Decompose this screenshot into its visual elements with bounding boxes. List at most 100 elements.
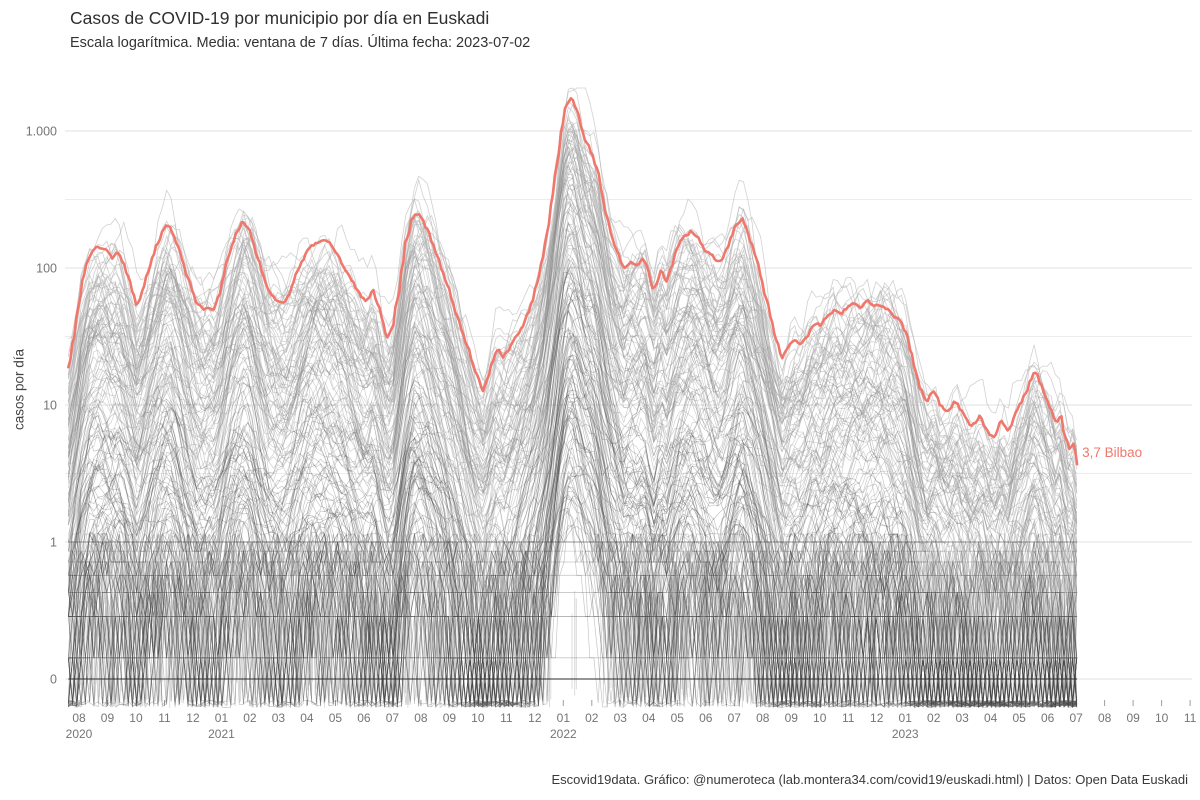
municipality-line — [67, 253, 1078, 705]
municipality-line — [67, 459, 1078, 708]
municipality-line — [67, 326, 1078, 709]
x-tick-label: 02 — [927, 711, 941, 725]
x-tick-label: 09 — [785, 711, 799, 725]
municipality-line — [67, 368, 1077, 707]
municipality-line — [68, 204, 1078, 543]
x-tick-label: 10 — [813, 711, 827, 725]
municipality-line — [68, 395, 1078, 708]
municipality-line — [67, 155, 1078, 531]
municipality-line — [68, 495, 1078, 709]
municipality-line — [67, 309, 1078, 707]
municipality-line — [67, 440, 1078, 708]
municipality-line — [67, 282, 1077, 708]
municipality-line — [67, 193, 1078, 593]
municipality-line — [67, 257, 1078, 658]
municipality-line — [67, 248, 1078, 617]
bottom-hatch — [69, 560, 1077, 708]
municipality-line — [67, 258, 1078, 704]
y-tick-label: 1 — [50, 536, 57, 550]
chart-title: Casos de COVID-19 por municipio por día … — [70, 8, 490, 28]
x-tick-label: 05 — [329, 711, 343, 725]
x-tick-label: 08 — [414, 711, 428, 725]
municipality-line — [67, 294, 1078, 706]
municipality-line — [67, 186, 1078, 658]
municipality-line — [67, 269, 1077, 707]
municipality-line — [67, 192, 1078, 576]
municipality-line — [68, 356, 1077, 708]
municipality-line — [67, 182, 1078, 543]
x-tick-label: 01 — [215, 711, 229, 725]
municipality-line — [68, 129, 1078, 515]
municipality-line — [67, 272, 1077, 617]
x-tick-label: 12 — [528, 711, 542, 725]
municipality-line — [67, 146, 1078, 563]
municipality-line — [68, 224, 1078, 658]
municipality-line — [67, 466, 1077, 708]
municipality-line — [67, 467, 1077, 709]
x-tick-label: 12 — [186, 711, 200, 725]
municipality-line — [67, 281, 1078, 706]
year-label: 2023 — [892, 727, 919, 741]
municipality-line — [68, 381, 1078, 709]
municipality-line — [68, 416, 1078, 708]
municipality-line — [68, 509, 1077, 709]
municipality-line — [67, 288, 1078, 705]
municipality-line — [68, 485, 1078, 708]
municipality-line — [67, 336, 1078, 708]
municipality-line — [68, 376, 1077, 707]
municipality-line — [68, 406, 1078, 708]
municipality-line — [68, 388, 1078, 708]
municipality-line — [67, 222, 1077, 659]
municipality-line — [67, 414, 1077, 708]
municipality-line — [68, 390, 1078, 709]
x-tick-label: 04 — [300, 711, 314, 725]
municipality-line — [67, 222, 1077, 707]
municipality-line — [67, 358, 1078, 708]
municipality-line — [67, 166, 1078, 617]
x-tick-label: 08 — [756, 711, 770, 725]
municipality-line — [68, 245, 1078, 593]
municipality-line — [67, 330, 1078, 706]
year-label: 2020 — [66, 727, 93, 741]
x-tick-label: 11 — [158, 711, 171, 725]
municipality-line — [67, 336, 1078, 709]
municipality-line — [67, 228, 1078, 593]
municipality-line — [67, 447, 1078, 708]
municipality-line — [67, 381, 1078, 708]
municipality-line — [68, 452, 1077, 709]
municipality-line — [67, 145, 1078, 576]
x-tick-label: 05 — [671, 711, 685, 725]
x-tick-label: 10 — [129, 711, 143, 725]
x-tick-label: 11 — [500, 711, 513, 725]
municipality-line — [68, 474, 1077, 709]
municipality-line — [67, 268, 1078, 704]
year-label: 2022 — [550, 727, 577, 741]
x-tick-label: 11 — [842, 711, 855, 725]
chart-subtitle: Escala logarítmica. Media: ventana de 7 … — [70, 35, 531, 51]
municipality-line — [68, 438, 1078, 708]
x-tick-label: 03 — [614, 711, 628, 725]
x-tick-label: 07 — [386, 711, 400, 725]
x-tick-label: 04 — [984, 711, 998, 725]
municipality-line — [67, 262, 1077, 702]
municipality-line — [68, 476, 1077, 709]
municipality-line — [68, 394, 1078, 709]
municipality-line — [67, 376, 1077, 708]
municipality-line — [68, 341, 1078, 708]
municipality-line — [67, 526, 1077, 709]
municipality-line — [67, 419, 1077, 708]
municipality-line — [67, 248, 1077, 707]
municipality-line — [68, 422, 1078, 709]
x-tick-label: 02 — [243, 711, 257, 725]
municipality-line — [68, 415, 1077, 708]
municipality-line — [67, 428, 1078, 708]
municipality-line — [68, 508, 1077, 708]
footer-credits: Escovid19data. Gráfico: @numeroteca (lab… — [551, 772, 1188, 787]
municipality-line — [67, 184, 1077, 617]
municipality-line — [67, 227, 1078, 593]
municipality-line — [67, 225, 1078, 543]
x-tick-label: 03 — [956, 711, 970, 725]
municipality-line — [67, 358, 1077, 708]
x-tick-label: 06 — [699, 711, 713, 725]
